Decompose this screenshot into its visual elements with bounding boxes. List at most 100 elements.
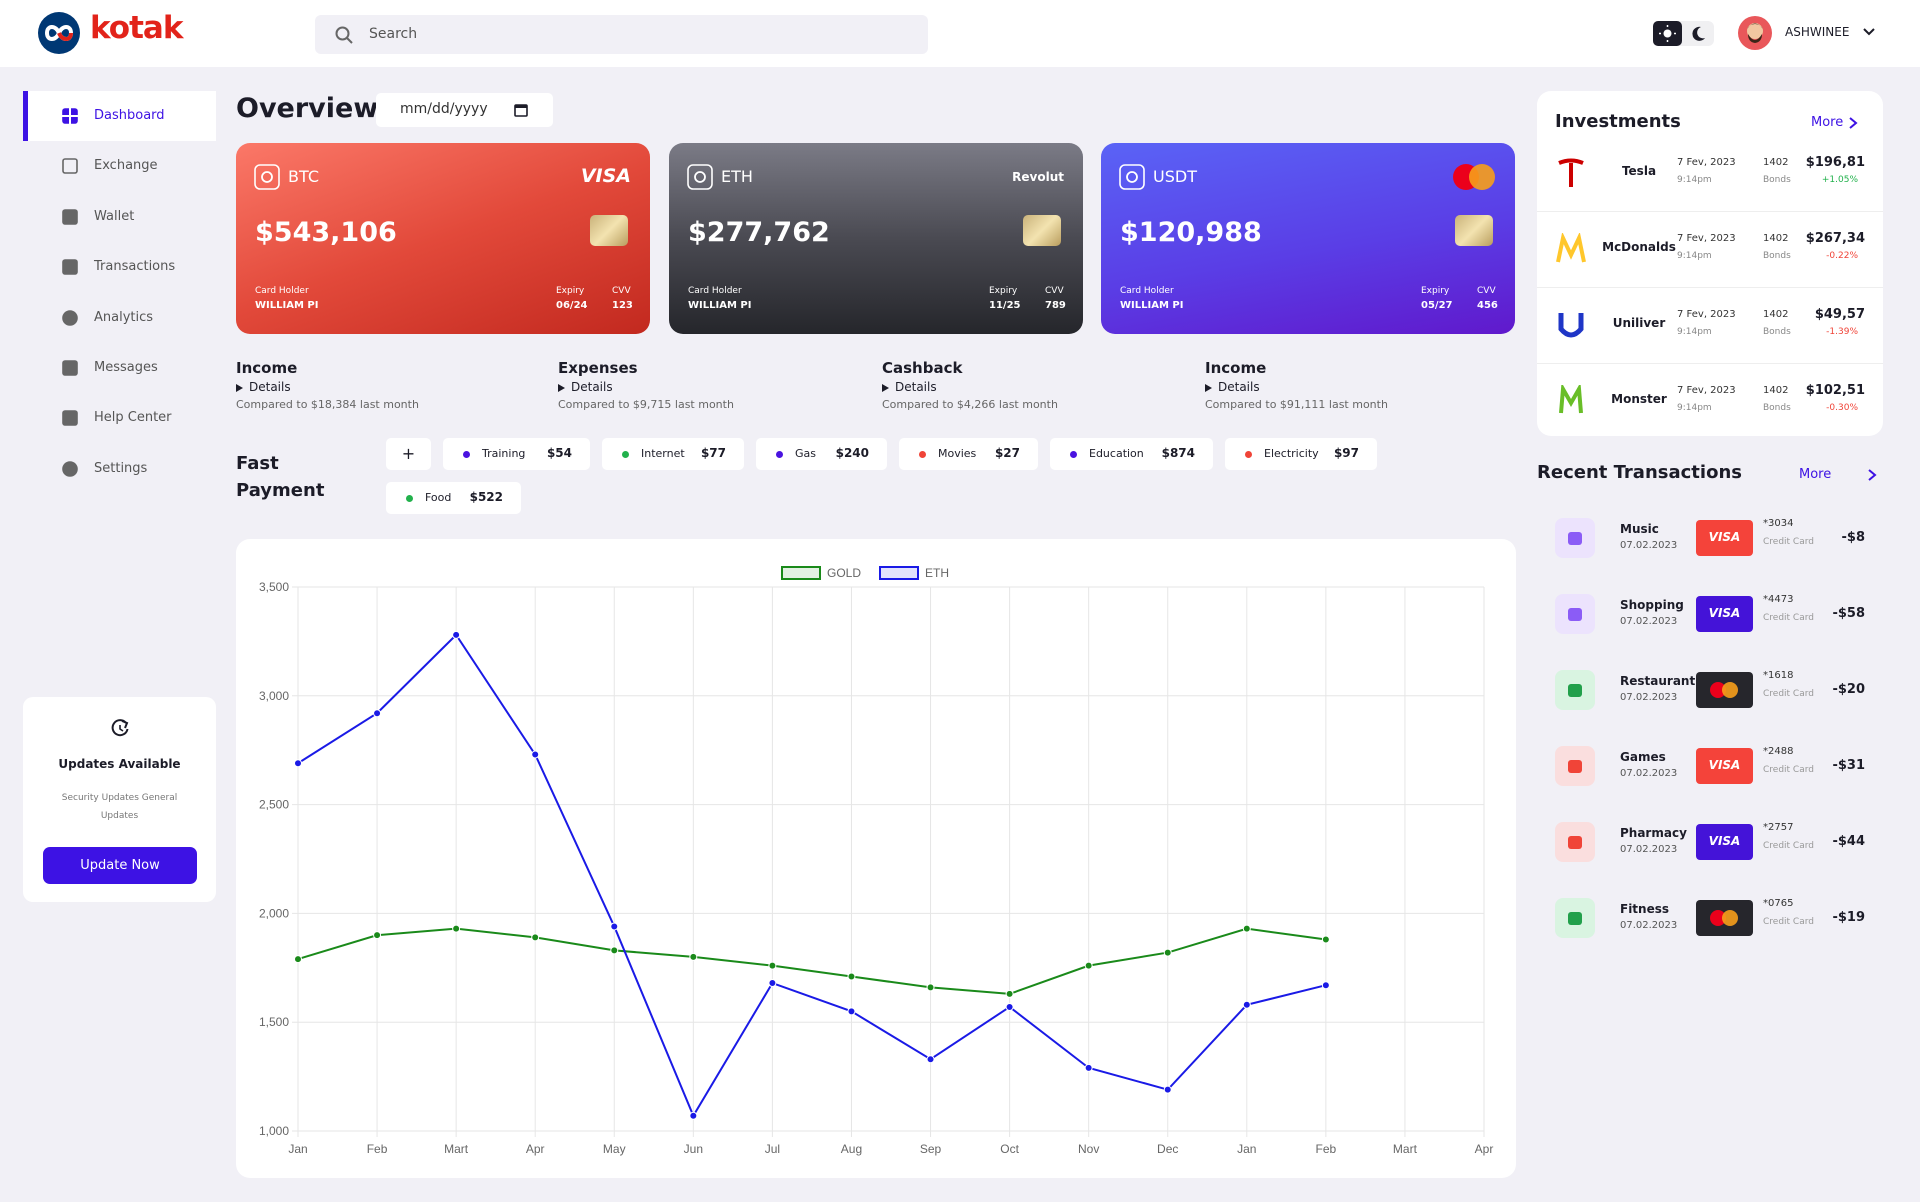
- card-badge: VISA: [1696, 824, 1753, 860]
- more-chevron[interactable]: [1848, 116, 1858, 130]
- overview-title: Overview: [236, 93, 379, 124]
- update-button[interactable]: Update Now: [43, 847, 197, 884]
- payment-chip[interactable]: Internet $77: [602, 438, 744, 470]
- transaction-row[interactable]: Music 07.02.2023 VISA *3034 Credit Card -$8: [1537, 518, 1883, 574]
- payment-chip[interactable]: Education $874: [1050, 438, 1213, 470]
- transaction-name: Games: [1620, 750, 1666, 764]
- payment-chip[interactable]: Training $54: [443, 438, 590, 470]
- icon-shape: [62, 259, 78, 275]
- transaction-icon: [1555, 594, 1595, 634]
- user-menu-chevron[interactable]: [1862, 26, 1876, 38]
- avatar[interactable]: [1738, 16, 1772, 50]
- investment-row[interactable]: Uniliver 7 Fev, 2023 9:14pm 1402 Bonds $49,57…: [1537, 287, 1883, 364]
- crypto-card[interactable]: ETH Revolut $277,762 Card Holder WILLIAM PI E…: [669, 143, 1083, 334]
- transaction-row[interactable]: Shopping 07.02.2023 VISA *4473 Credit Card -$…: [1537, 594, 1883, 650]
- investments-more[interactable]: More: [1811, 115, 1844, 130]
- investment-date: 7 Fev, 2023: [1677, 385, 1736, 396]
- nav-item[interactable]: Dashboard: [23, 91, 216, 141]
- card-label: CVV: [612, 286, 631, 296]
- nav-label: Help Center: [94, 410, 172, 426]
- icon-gap: [62, 115, 78, 117]
- stat-link[interactable]: Details: [1218, 380, 1260, 394]
- payment-chip[interactable]: Food $522: [386, 482, 521, 514]
- payment-chip[interactable]: Movies $27: [899, 438, 1038, 470]
- x-tick-label: Apr: [526, 1142, 545, 1156]
- transaction-icon: [1555, 518, 1595, 558]
- theme-toggle[interactable]: [1653, 21, 1714, 46]
- stat-link[interactable]: Details: [249, 380, 291, 394]
- transaction-name: Restaurant: [1620, 674, 1696, 688]
- stat-link[interactable]: Details: [571, 380, 613, 394]
- nav-item[interactable]: Transactions: [23, 242, 216, 292]
- data-point: [531, 933, 540, 942]
- transaction-name: Music: [1620, 522, 1659, 536]
- chip-dot: [622, 451, 629, 458]
- nav-item[interactable]: Help Center: [23, 393, 216, 443]
- icon-shape: [62, 460, 78, 477]
- mastercard-left: [1710, 910, 1726, 926]
- chip-amount: $77: [700, 446, 726, 460]
- crypto-card[interactable]: USDT $120,988 Card Holder WILLIAM PI Expiry 0…: [1101, 143, 1515, 334]
- data-point: [689, 952, 698, 961]
- mastercard-left: [1710, 682, 1726, 698]
- nav-item[interactable]: Wallet: [23, 192, 216, 242]
- mastercard-right: [1722, 682, 1738, 698]
- date-input[interactable]: mm/dd/yyyy: [376, 93, 553, 127]
- investment-name: Uniliver: [1612, 316, 1666, 330]
- chip-name: Movies: [938, 447, 977, 460]
- payment-chip[interactable]: Gas $240: [756, 438, 887, 470]
- card-value: WILLIAM PI: [1120, 300, 1184, 311]
- transactions-more[interactable]: More: [1799, 467, 1832, 482]
- data-point: [926, 983, 935, 992]
- transaction-icon: [1555, 670, 1595, 710]
- icon-shape: [62, 158, 78, 175]
- logo-icon: [38, 12, 80, 54]
- date-placeholder: mm/dd/yyyy: [400, 101, 488, 117]
- card-number: *3034: [1763, 518, 1794, 529]
- card-label: CVV: [1477, 286, 1496, 296]
- icon: [1568, 532, 1582, 545]
- fast-payment-title: Fast Payment: [236, 453, 325, 501]
- card-value: 11/25: [989, 300, 1021, 311]
- icon: [254, 164, 280, 190]
- transaction-row[interactable]: Restaurant 07.02.2023 *1618 Credit Card -$20: [1537, 670, 1883, 726]
- transaction-amount: -$58: [1832, 606, 1865, 621]
- stat-link[interactable]: Details: [895, 380, 937, 394]
- logo: [1559, 385, 1583, 414]
- investment-row[interactable]: McDonalds 7 Fev, 2023 9:14pm 1402 Bonds $267,…: [1537, 211, 1883, 288]
- transaction-row[interactable]: Fitness 07.02.2023 *0765 Credit Card -$19: [1537, 898, 1883, 954]
- icon: [1568, 836, 1582, 849]
- card-badge: [1696, 900, 1753, 936]
- search-box[interactable]: Search: [315, 15, 928, 54]
- nav-item[interactable]: Exchange: [23, 141, 216, 191]
- icon: [62, 309, 78, 326]
- nav-item[interactable]: Settings: [23, 444, 216, 494]
- investment-count-label: Bonds: [1763, 251, 1791, 261]
- add-payment[interactable]: +: [386, 438, 431, 470]
- crypto-card[interactable]: BTC VISA $543,106 Card Holder WILLIAM PI Expi…: [236, 143, 650, 334]
- card-value: 456: [1477, 300, 1498, 311]
- investment-row[interactable]: Monster 7 Fev, 2023 9:14pm 1402 Bonds $102,51…: [1537, 363, 1883, 439]
- payment-chip[interactable]: Electricity $97: [1225, 438, 1377, 470]
- icon: [1710, 682, 1738, 698]
- investments-panel: Investments More Tesla 7 Fev, 2023 9:14pm 1…: [1537, 91, 1883, 436]
- card-value: 05/27: [1421, 300, 1453, 311]
- icon-glyph: [1568, 912, 1582, 925]
- transaction-date: 07.02.2023: [1620, 540, 1678, 551]
- investment-time: 9:14pm: [1677, 403, 1712, 413]
- transaction-row[interactable]: Games 07.02.2023 VISA *2488 Credit Card -$31: [1537, 746, 1883, 802]
- transaction-amount: -$20: [1832, 682, 1865, 697]
- legend-label: GOLD: [827, 566, 861, 580]
- transaction-row[interactable]: Pharmacy 07.02.2023 VISA *2757 Credit Card -$…: [1537, 822, 1883, 878]
- nav-item[interactable]: Messages: [23, 343, 216, 393]
- icon-shape: [62, 309, 78, 326]
- investment-count-label: Bonds: [1763, 403, 1791, 413]
- chip-amount: $874: [1161, 446, 1195, 460]
- more-chevron[interactable]: [1867, 468, 1877, 482]
- x-tick-label: Jun: [684, 1142, 703, 1156]
- nav-item[interactable]: Analytics: [23, 293, 216, 343]
- transaction-name: Pharmacy: [1620, 826, 1687, 840]
- investment-row[interactable]: Tesla 7 Fev, 2023 9:14pm 1402 Bonds $196,81 +1…: [1537, 135, 1883, 212]
- coin-glyph: [261, 171, 273, 183]
- data-point: [926, 1055, 935, 1064]
